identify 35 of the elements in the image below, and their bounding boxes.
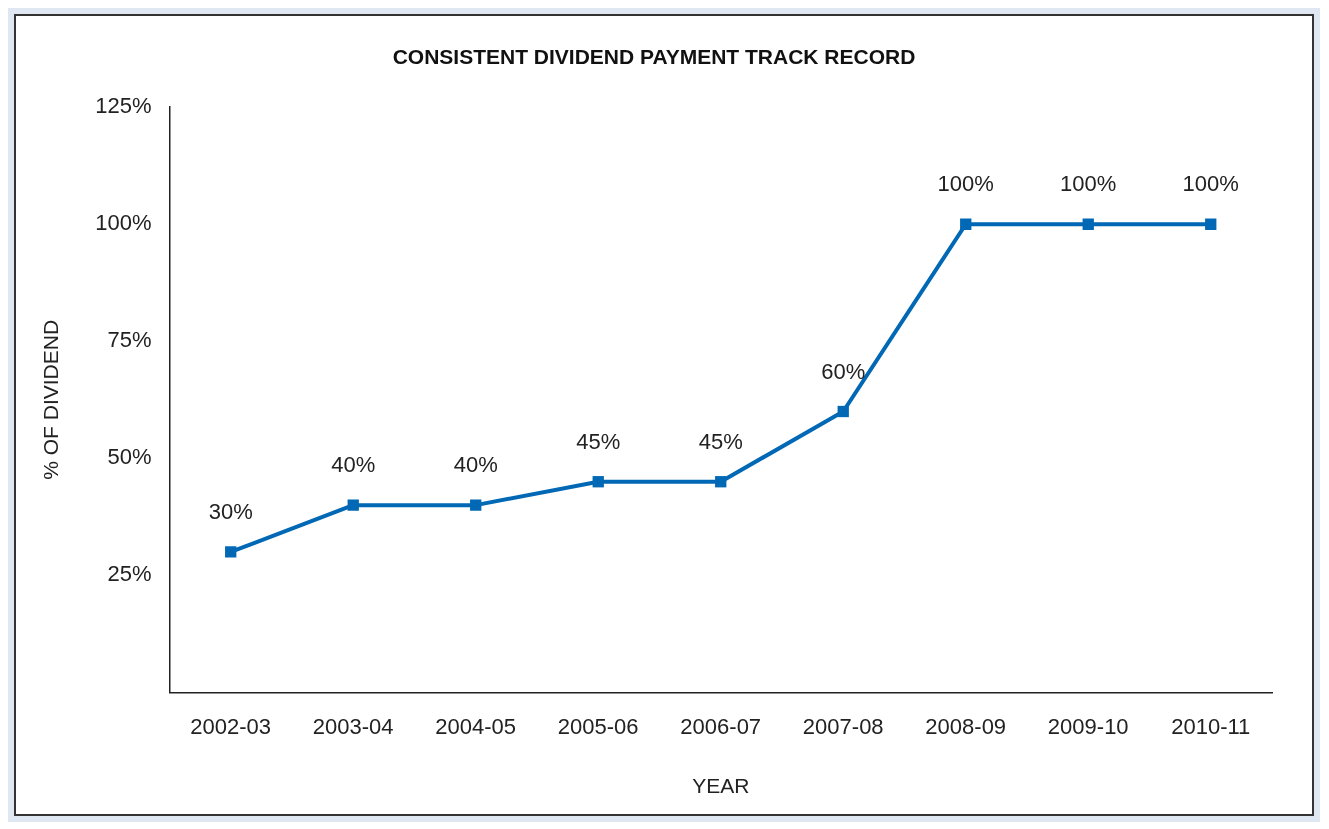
point bbox=[1082, 218, 1094, 230]
data-label: 60% bbox=[821, 358, 866, 384]
x-tick-label: 2007-08 bbox=[802, 713, 884, 739]
x-tick-label: 2008-09 bbox=[925, 713, 1007, 739]
point bbox=[960, 218, 972, 230]
x-tick-label: 2005-06 bbox=[557, 713, 639, 739]
point bbox=[1205, 218, 1217, 230]
data-label: 100% bbox=[1060, 171, 1117, 197]
point bbox=[715, 476, 727, 488]
y-tick-label: 125% bbox=[95, 93, 152, 119]
x-tick-label: 2006-07 bbox=[680, 713, 762, 739]
data-label: 100% bbox=[1182, 171, 1239, 197]
data-label: 45% bbox=[576, 428, 621, 454]
chart-title: CONSISTENT DIVIDEND PAYMENT TRACK RECORD bbox=[392, 45, 916, 69]
y-tick-label: 25% bbox=[107, 561, 152, 587]
x-tick-label: 2009-10 bbox=[1047, 713, 1129, 739]
x-axis-title: YEAR bbox=[692, 774, 750, 798]
data-label: 40% bbox=[453, 452, 498, 478]
x-tick-label: 2002-03 bbox=[190, 713, 272, 739]
data-label: 30% bbox=[208, 499, 253, 525]
point bbox=[470, 499, 482, 511]
y-tick-label: 100% bbox=[95, 210, 152, 236]
point bbox=[592, 476, 604, 488]
y-tick-label: 50% bbox=[107, 444, 152, 470]
data-label: 100% bbox=[937, 171, 994, 197]
point bbox=[837, 405, 849, 418]
x-tick-label: 2003-04 bbox=[312, 713, 394, 739]
x-tick-label: 2010-11 bbox=[1171, 713, 1251, 739]
data-label: 45% bbox=[698, 428, 743, 454]
data-label: 40% bbox=[331, 452, 376, 478]
y-tick-label: 75% bbox=[107, 327, 152, 353]
point bbox=[347, 499, 359, 511]
y-axis-title: % OF DIVIDEND bbox=[39, 319, 63, 480]
point bbox=[225, 546, 237, 558]
x-tick-label: 2004-05 bbox=[435, 713, 517, 739]
